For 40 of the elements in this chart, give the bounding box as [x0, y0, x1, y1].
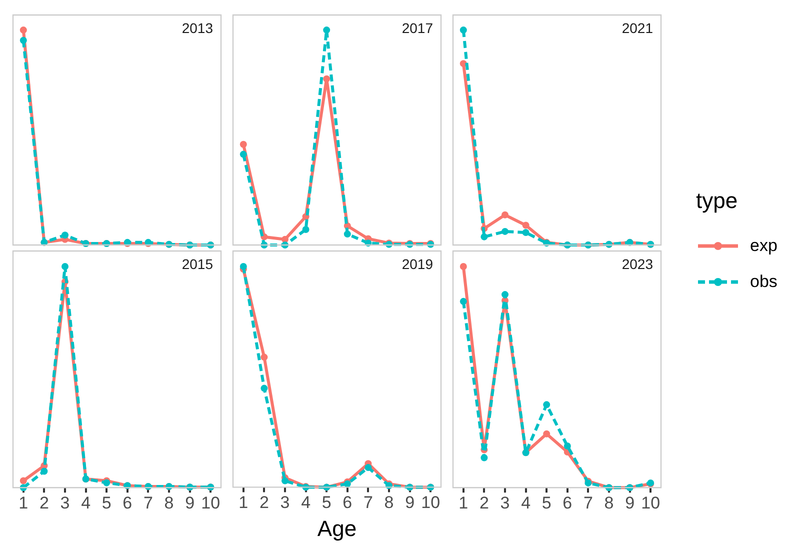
x-tick-label: 1 — [18, 493, 28, 512]
x-tick-label: 5 — [322, 493, 332, 512]
x-tick-label: 7 — [583, 493, 593, 512]
x-tick-label: 5 — [102, 493, 112, 512]
x-tick-label: 9 — [405, 493, 415, 512]
x-tick-label: 10 — [201, 493, 220, 512]
x-tick-label: 8 — [604, 493, 614, 512]
x-tick-label: 8 — [384, 493, 394, 512]
x-tick-label: 4 — [301, 493, 311, 512]
x-tick-label: 2 — [39, 493, 49, 512]
x-tick-label: 3 — [60, 493, 70, 512]
x-tick-label: 1 — [238, 493, 248, 512]
chart-title: 2023 — [622, 256, 654, 272]
x-tick-label: 1 — [458, 493, 468, 512]
x-tick-label: 5 — [542, 493, 552, 512]
x-axis-title: Age — [317, 516, 357, 541]
x-tick-label: 2 — [479, 493, 489, 512]
x-tick-label: 7 — [143, 493, 153, 512]
x-tick-label: 6 — [122, 493, 132, 512]
legend-title: type — [696, 188, 739, 214]
x-tick-label: 6 — [342, 493, 352, 512]
x-tick-label: 8 — [164, 493, 174, 512]
x-tick-label: 9 — [625, 493, 635, 512]
x-tick-label: 4 — [81, 493, 91, 512]
chart-title: 2019 — [402, 256, 434, 272]
x-tick-label: 4 — [521, 493, 531, 512]
legend-label: obs — [750, 272, 778, 292]
x-tick-label: 2 — [259, 493, 269, 512]
chart-title: 2015 — [182, 256, 214, 272]
x-tick-label: 9 — [185, 493, 195, 512]
chart-title: 2021 — [622, 20, 654, 36]
x-tick-label: 6 — [562, 493, 572, 512]
x-tick-label: 3 — [280, 493, 290, 512]
x-tick-label: 10 — [641, 493, 660, 512]
chart-title: 2017 — [402, 20, 434, 36]
x-tick-label: 3 — [500, 493, 510, 512]
x-tick-label: 10 — [421, 493, 440, 512]
x-tick-label: 7 — [363, 493, 373, 512]
legend-label: exp — [750, 236, 778, 256]
chart-title: 2013 — [182, 20, 214, 36]
